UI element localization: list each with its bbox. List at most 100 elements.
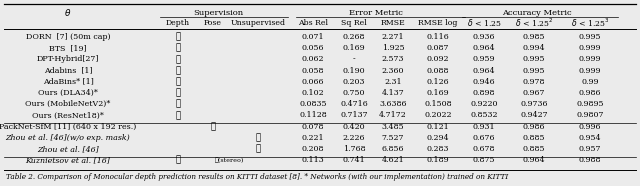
Text: 2.31: 2.31	[384, 78, 402, 86]
Text: 0.999: 0.999	[579, 44, 601, 52]
Text: 0.995: 0.995	[523, 55, 545, 63]
Text: Pose: Pose	[204, 19, 222, 27]
Text: Zhou et al. [46]: Zhou et al. [46]	[37, 145, 99, 153]
Text: ✓: ✓	[175, 44, 180, 53]
Text: 0.741: 0.741	[342, 156, 365, 164]
Text: 0.102: 0.102	[301, 89, 324, 97]
Text: ✓: ✓	[175, 111, 180, 120]
Text: 0.985: 0.985	[523, 33, 545, 41]
Text: 0.208: 0.208	[301, 145, 324, 153]
Text: 0.9807: 0.9807	[576, 111, 604, 119]
Text: 4.621: 4.621	[381, 156, 404, 164]
Text: 0.078: 0.078	[301, 123, 324, 131]
Text: 0.99: 0.99	[581, 78, 599, 86]
Text: 3.6386: 3.6386	[380, 100, 407, 108]
Text: 0.169: 0.169	[427, 89, 449, 97]
Text: 2.360: 2.360	[381, 67, 404, 75]
Text: $\delta$ < 1.25: $\delta$ < 1.25	[467, 17, 501, 28]
Text: Kuznietsov et al. [16]: Kuznietsov et al. [16]	[26, 156, 111, 164]
Text: 0.995: 0.995	[523, 67, 545, 75]
Text: AdaBins* [1]: AdaBins* [1]	[43, 78, 93, 86]
Text: RMSE log: RMSE log	[419, 19, 458, 27]
Text: 0.885: 0.885	[523, 134, 545, 142]
Text: 0.126: 0.126	[427, 78, 449, 86]
Text: 0.959: 0.959	[473, 55, 495, 63]
Text: 0.986: 0.986	[579, 89, 601, 97]
Text: 0.954: 0.954	[579, 134, 602, 142]
Text: 0.978: 0.978	[523, 78, 545, 86]
Text: ✓: ✓	[255, 133, 260, 142]
Text: Ours (DLA34)*: Ours (DLA34)*	[38, 89, 98, 97]
Text: 4.137: 4.137	[381, 89, 404, 97]
Text: ✓: ✓	[175, 100, 180, 109]
Text: Ours (MobileNetV2)*: Ours (MobileNetV2)*	[26, 100, 111, 108]
Text: 7.527: 7.527	[381, 134, 404, 142]
Text: Ours (ResNet18)*: Ours (ResNet18)*	[32, 111, 104, 119]
Text: Supervision: Supervision	[193, 9, 243, 17]
Text: ✓: ✓	[175, 77, 180, 86]
Text: 0.121: 0.121	[427, 123, 449, 131]
Text: Error Metric: Error Metric	[349, 9, 403, 17]
Text: Table 2. Comparison of Monocular depth prediction results on KITTI dataset [8]. : Table 2. Comparison of Monocular depth p…	[6, 173, 508, 181]
Text: 0.189: 0.189	[427, 156, 449, 164]
Text: 3.485: 3.485	[381, 123, 404, 131]
Text: ✓: ✓	[175, 33, 180, 41]
Text: 0.221: 0.221	[301, 134, 324, 142]
Text: 0.999: 0.999	[579, 67, 601, 75]
Text: -: -	[353, 55, 355, 63]
Text: 0.988: 0.988	[579, 156, 601, 164]
Text: 0.964: 0.964	[473, 67, 495, 75]
Text: 2.573: 2.573	[381, 55, 404, 63]
Text: 0.092: 0.092	[427, 55, 449, 63]
Text: 0.9427: 0.9427	[520, 111, 548, 119]
Text: DPT-Hybrid[27]: DPT-Hybrid[27]	[37, 55, 99, 63]
Text: 0.964: 0.964	[523, 156, 545, 164]
Text: Unsupervised: Unsupervised	[230, 19, 285, 27]
Text: 0.116: 0.116	[427, 33, 449, 41]
Text: 1.925: 1.925	[381, 44, 404, 52]
Text: 0.676: 0.676	[473, 134, 495, 142]
Text: ✓: ✓	[175, 55, 180, 64]
Text: $\theta$: $\theta$	[65, 7, 72, 18]
Text: 0.087: 0.087	[427, 44, 449, 52]
Text: 0.420: 0.420	[342, 123, 365, 131]
Text: 0.113: 0.113	[301, 156, 324, 164]
Text: 0.7137: 0.7137	[340, 111, 368, 119]
Text: 0.946: 0.946	[473, 78, 495, 86]
Text: 0.9220: 0.9220	[470, 100, 498, 108]
Text: Sq Rel: Sq Rel	[341, 19, 367, 27]
Text: 0.062: 0.062	[301, 55, 324, 63]
Text: 0.066: 0.066	[301, 78, 324, 86]
Text: 0.190: 0.190	[342, 67, 365, 75]
Text: 0.986: 0.986	[523, 123, 545, 131]
Text: 0.994: 0.994	[523, 44, 545, 52]
Text: 0.9895: 0.9895	[576, 100, 604, 108]
Text: 0.2022: 0.2022	[424, 111, 452, 119]
Text: Depth: Depth	[166, 19, 190, 27]
Text: 0.964: 0.964	[473, 44, 495, 52]
Text: 2.226: 2.226	[343, 134, 365, 142]
Text: 0.898: 0.898	[473, 89, 495, 97]
Text: 0.203: 0.203	[343, 78, 365, 86]
Text: 0.8532: 0.8532	[470, 111, 498, 119]
Text: PackNet-SfM [11] (640 x 192 res.): PackNet-SfM [11] (640 x 192 res.)	[0, 123, 137, 131]
Text: 4.7172: 4.7172	[379, 111, 407, 119]
Text: 0.999: 0.999	[579, 55, 601, 63]
Text: 0.931: 0.931	[473, 123, 495, 131]
Text: Accuracy Metric: Accuracy Metric	[502, 9, 572, 17]
Text: $\delta$ < 1.25$^3$: $\delta$ < 1.25$^3$	[571, 17, 609, 29]
Text: 1.768: 1.768	[342, 145, 365, 153]
Text: 0.750: 0.750	[343, 89, 365, 97]
Text: $\delta$ < 1.25$^2$: $\delta$ < 1.25$^2$	[515, 17, 553, 29]
Text: ✓: ✓	[175, 156, 180, 165]
Text: 0.967: 0.967	[523, 89, 545, 97]
Text: 0.995: 0.995	[579, 33, 601, 41]
Text: 0.268: 0.268	[343, 33, 365, 41]
Text: BTS  [19]: BTS [19]	[49, 44, 87, 52]
Text: 0.088: 0.088	[427, 67, 449, 75]
Text: 6.856: 6.856	[381, 145, 404, 153]
Text: 0.875: 0.875	[473, 156, 495, 164]
Text: ✓(stereo): ✓(stereo)	[215, 157, 244, 163]
Text: 0.071: 0.071	[301, 33, 324, 41]
Text: RMSE: RMSE	[381, 19, 405, 27]
